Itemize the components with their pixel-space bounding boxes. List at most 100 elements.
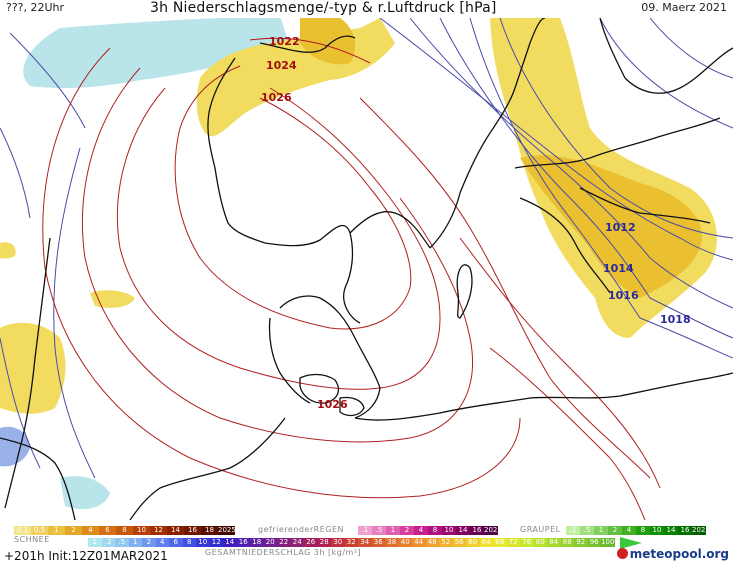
legend-swatch: 16	[184, 526, 201, 535]
legend-swatch: 2	[608, 526, 622, 535]
legend-swatch: 34	[358, 538, 372, 547]
legend-swatch: 10	[442, 526, 456, 535]
legend-swatch: .5	[372, 526, 386, 535]
legend-swatch: 92	[574, 538, 588, 547]
legend-freezing-rain-label: gefrierenderREGEN	[258, 525, 344, 534]
isobar-label-1026-south: 1026	[317, 398, 348, 411]
brand-text: meteopool.org	[629, 547, 729, 561]
legend-swatch: 12	[209, 538, 223, 547]
legend-swatch: 14	[167, 526, 184, 535]
legend-freezing-rain-scale: .1.5 1 2 4 8 10 14 16 2025+	[358, 526, 508, 535]
legend-swatch: .1	[566, 526, 580, 535]
legend-swatch: 6	[169, 538, 183, 547]
legend-swatch: 10	[650, 526, 664, 535]
legend-swatch: 4	[155, 538, 169, 547]
legend-swatch: 1	[48, 526, 65, 535]
legend: 0.1 0.5 1 2 4 6 8 10 12 14 16 18 2025+ SCHNEE gefrie…	[0, 520, 733, 566]
legend-swatch: 38	[385, 538, 399, 547]
isobar-label-1014: 1014	[603, 262, 634, 275]
legend-swatch: 72	[506, 538, 520, 547]
isobars-blue	[0, 18, 733, 479]
legend-snow-label: SCHNEE	[14, 535, 50, 544]
legend-swatch: 60	[466, 538, 480, 547]
legend-swatch: 12	[150, 526, 167, 535]
legend-swatch: .1	[358, 526, 372, 535]
isobar-label-1018: 1018	[660, 313, 691, 326]
legend-arrow-icon	[620, 537, 642, 549]
legend-swatch: 1	[594, 526, 608, 535]
legend-swatch: 18	[250, 538, 264, 547]
legend-swatch: 88	[560, 538, 574, 547]
title-bar: ???, 22Uhr 3h Niederschlagsmenge/-typ & …	[0, 0, 733, 18]
legend-swatch: 100	[601, 538, 615, 547]
legend-swatch: 96	[587, 538, 601, 547]
legend-swatch: 1	[88, 538, 102, 547]
legend-swatch: 52	[439, 538, 453, 547]
legend-swatch: 16	[678, 526, 692, 535]
isobar-label-1026-north: 1026	[261, 91, 292, 104]
legend-swatch: 10	[133, 526, 150, 535]
legend-swatch: 8	[182, 538, 196, 547]
legend-swatch: 16	[470, 526, 484, 535]
legend-swatch: 18	[201, 526, 218, 535]
legend-swatch: 20	[263, 538, 277, 547]
legend-swatch: 14	[456, 526, 470, 535]
legend-swatch: 2025+	[218, 526, 242, 535]
legend-swatch: 36	[371, 538, 385, 547]
legend-swatch: 8	[428, 526, 442, 535]
legend-swatch: 1	[386, 526, 400, 535]
legend-swatch: 64	[479, 538, 493, 547]
legend-swatch: 48	[425, 538, 439, 547]
map-title: 3h Niederschlagsmenge/-typ & r.Luftdruck…	[150, 0, 497, 16]
run-info: +201h Init:12Z01MAR2021	[4, 549, 168, 563]
legend-swatch: 2025+	[484, 526, 508, 535]
legend-swatch: .2	[101, 538, 115, 547]
legend-swatch: 1	[128, 538, 142, 547]
legend-swatch: .5	[115, 538, 129, 547]
legend-swatch: 28	[317, 538, 331, 547]
legend-swatch: 14	[664, 526, 678, 535]
legend-swatch: 44	[412, 538, 426, 547]
isobar-label-1022: 1022	[269, 35, 300, 48]
legend-swatch: 32	[344, 538, 358, 547]
brand-icon	[616, 548, 628, 559]
isobar-label-1012: 1012	[605, 221, 636, 234]
legend-swatch: 2	[65, 526, 82, 535]
legend-graupel-label: GRAUPEL	[520, 525, 561, 534]
forecast-time: ???, 22Uhr	[6, 1, 65, 14]
legend-swatch: 10	[196, 538, 210, 547]
legend-swatch: 26	[304, 538, 318, 547]
isobar-label-1024: 1024	[266, 59, 297, 72]
legend-swatch: 4	[82, 526, 99, 535]
legend-total-label: GESAMTNIEDERSCHLAG 3h [kg/m²]	[205, 548, 362, 557]
legend-graupel-scale: .1.5 1 2 4 8 10 14 16 2025+	[566, 526, 716, 535]
legend-swatch: 4	[622, 526, 636, 535]
legend-swatch: 2	[142, 538, 156, 547]
legend-swatch: 6	[99, 526, 116, 535]
legend-swatch: 30	[331, 538, 345, 547]
legend-swatch: 2025+	[692, 526, 716, 535]
legend-swatch: 14	[223, 538, 237, 547]
legend-swatch: 2	[400, 526, 414, 535]
legend-swatch: 84	[547, 538, 561, 547]
precipitation-layer	[0, 18, 717, 510]
legend-swatch: 4	[414, 526, 428, 535]
brand-logo[interactable]: meteopool.org	[616, 547, 729, 561]
legend-swatch: 8	[636, 526, 650, 535]
legend-total-scale: 1.2.5 1 2 4 6 8 10 12 14 16 18 20 22 24 26 28 30 32 34 36 38…	[88, 538, 615, 547]
legend-swatch: 56	[452, 538, 466, 547]
legend-swatch: 76	[520, 538, 534, 547]
legend-swatch: 24	[290, 538, 304, 547]
coastlines	[0, 18, 733, 520]
legend-swatch: 68	[493, 538, 507, 547]
legend-swatch: 22	[277, 538, 291, 547]
legend-swatch: .5	[580, 526, 594, 535]
legend-swatch: 16	[236, 538, 250, 547]
legend-swatch: 8	[116, 526, 133, 535]
weather-map: 1022 1024 1026 1026 1012 1014 1016 1018	[0, 18, 733, 520]
legend-swatch: 0.1	[14, 526, 31, 535]
isobars-red	[42, 37, 661, 520]
legend-swatch: 80	[533, 538, 547, 547]
isobar-label-1016: 1016	[608, 289, 639, 302]
legend-snow-scale: 0.1 0.5 1 2 4 6 8 10 12 14 16 18 2025+	[14, 526, 242, 535]
